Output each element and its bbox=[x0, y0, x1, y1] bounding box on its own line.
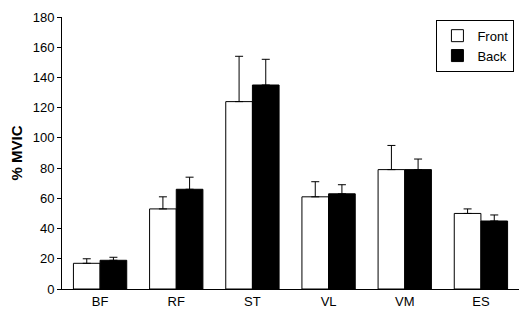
svg-text:60: 60 bbox=[40, 191, 54, 206]
svg-text:% MVIC: % MVIC bbox=[8, 125, 25, 180]
svg-text:Front: Front bbox=[477, 29, 508, 44]
svg-text:20: 20 bbox=[40, 251, 54, 266]
svg-text:40: 40 bbox=[40, 221, 54, 236]
svg-text:0: 0 bbox=[47, 282, 54, 297]
svg-text:VL: VL bbox=[321, 294, 337, 309]
svg-text:120: 120 bbox=[33, 100, 55, 115]
svg-text:180: 180 bbox=[33, 10, 55, 25]
svg-text:BF: BF bbox=[92, 294, 109, 309]
svg-text:80: 80 bbox=[40, 161, 54, 176]
svg-text:Back: Back bbox=[477, 49, 506, 64]
svg-text:ES: ES bbox=[472, 294, 490, 309]
svg-text:160: 160 bbox=[33, 40, 55, 55]
svg-text:100: 100 bbox=[33, 130, 55, 145]
svg-text:140: 140 bbox=[33, 70, 55, 85]
svg-text:VM: VM bbox=[395, 294, 415, 309]
svg-text:ST: ST bbox=[244, 294, 261, 309]
svg-text:RF: RF bbox=[168, 294, 185, 309]
